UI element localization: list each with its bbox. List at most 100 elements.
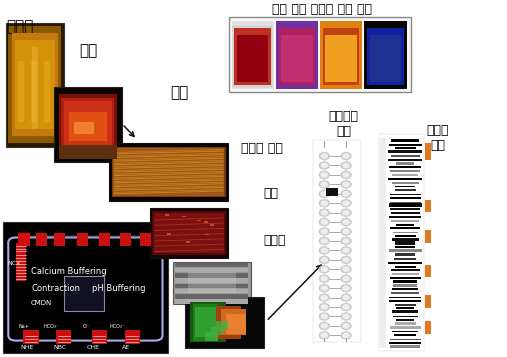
- FancyBboxPatch shape: [388, 178, 422, 180]
- Circle shape: [319, 171, 330, 178]
- Text: Calcium Buffering: Calcium Buffering: [31, 267, 106, 276]
- Circle shape: [341, 322, 351, 330]
- FancyBboxPatch shape: [392, 316, 418, 317]
- Circle shape: [341, 171, 351, 178]
- FancyBboxPatch shape: [16, 270, 26, 281]
- FancyBboxPatch shape: [390, 194, 421, 195]
- Text: 세포의 기능모델: 세포의 기능모델: [32, 122, 96, 136]
- Circle shape: [343, 154, 349, 158]
- Circle shape: [321, 192, 328, 196]
- FancyBboxPatch shape: [394, 266, 416, 267]
- FancyBboxPatch shape: [395, 147, 416, 149]
- FancyBboxPatch shape: [365, 21, 407, 89]
- Circle shape: [341, 247, 351, 254]
- FancyBboxPatch shape: [197, 220, 201, 221]
- FancyBboxPatch shape: [370, 35, 401, 82]
- Circle shape: [343, 315, 349, 318]
- FancyBboxPatch shape: [395, 186, 415, 187]
- FancyBboxPatch shape: [392, 238, 419, 241]
- FancyBboxPatch shape: [320, 21, 363, 89]
- Circle shape: [321, 315, 328, 318]
- Circle shape: [341, 162, 351, 169]
- FancyBboxPatch shape: [16, 261, 26, 272]
- Circle shape: [321, 296, 328, 300]
- Circle shape: [321, 324, 328, 328]
- Text: 단백질: 단백질: [264, 235, 286, 247]
- Circle shape: [343, 220, 349, 224]
- Text: Contraction: Contraction: [31, 285, 80, 293]
- Circle shape: [319, 200, 330, 207]
- FancyBboxPatch shape: [388, 203, 422, 206]
- FancyBboxPatch shape: [153, 211, 226, 255]
- FancyBboxPatch shape: [396, 162, 414, 165]
- FancyBboxPatch shape: [112, 147, 226, 197]
- FancyBboxPatch shape: [425, 200, 431, 212]
- FancyBboxPatch shape: [186, 241, 190, 243]
- Text: NBC: NBC: [54, 345, 67, 350]
- FancyBboxPatch shape: [195, 307, 215, 337]
- Circle shape: [321, 239, 328, 243]
- Text: CMDN: CMDN: [31, 300, 52, 306]
- FancyBboxPatch shape: [175, 268, 248, 272]
- Circle shape: [341, 303, 351, 311]
- Circle shape: [343, 182, 349, 186]
- FancyBboxPatch shape: [393, 284, 417, 287]
- Text: 아미노산
서열: 아미노산 서열: [329, 110, 358, 138]
- Text: 세포: 세포: [264, 187, 279, 200]
- Text: CHE: CHE: [87, 345, 100, 350]
- Circle shape: [319, 228, 330, 235]
- FancyBboxPatch shape: [389, 197, 421, 199]
- Circle shape: [343, 258, 349, 262]
- FancyBboxPatch shape: [175, 299, 248, 304]
- Circle shape: [343, 296, 349, 300]
- FancyBboxPatch shape: [323, 28, 359, 85]
- FancyBboxPatch shape: [390, 170, 420, 172]
- FancyBboxPatch shape: [236, 31, 270, 84]
- Circle shape: [343, 173, 349, 177]
- Circle shape: [319, 266, 330, 273]
- Circle shape: [341, 294, 351, 301]
- Circle shape: [343, 230, 349, 233]
- FancyBboxPatch shape: [175, 294, 248, 299]
- FancyBboxPatch shape: [396, 320, 414, 321]
- FancyBboxPatch shape: [59, 145, 117, 159]
- Text: pH Buffering: pH Buffering: [92, 285, 145, 293]
- Circle shape: [341, 266, 351, 273]
- FancyBboxPatch shape: [234, 28, 271, 85]
- Circle shape: [321, 164, 328, 167]
- FancyBboxPatch shape: [92, 330, 107, 344]
- Circle shape: [343, 248, 349, 252]
- FancyBboxPatch shape: [392, 182, 419, 183]
- Circle shape: [319, 285, 330, 292]
- Circle shape: [319, 247, 330, 254]
- Text: NHE: NHE: [21, 345, 34, 350]
- FancyBboxPatch shape: [59, 94, 117, 155]
- FancyBboxPatch shape: [390, 345, 420, 348]
- Text: HCO₃⁻: HCO₃⁻: [44, 324, 59, 329]
- Circle shape: [319, 256, 330, 263]
- FancyBboxPatch shape: [391, 155, 420, 157]
- Circle shape: [319, 209, 330, 216]
- FancyBboxPatch shape: [391, 269, 420, 271]
- Text: 유한 요소 연속체 심장 모델: 유한 요소 연속체 심장 모델: [272, 2, 372, 16]
- FancyBboxPatch shape: [380, 138, 386, 348]
- FancyBboxPatch shape: [425, 322, 431, 334]
- FancyBboxPatch shape: [69, 112, 107, 141]
- Circle shape: [319, 162, 330, 169]
- FancyBboxPatch shape: [367, 28, 404, 85]
- FancyBboxPatch shape: [99, 233, 111, 246]
- FancyBboxPatch shape: [190, 302, 226, 342]
- FancyBboxPatch shape: [18, 233, 29, 246]
- FancyBboxPatch shape: [396, 224, 414, 226]
- FancyBboxPatch shape: [54, 233, 65, 246]
- FancyBboxPatch shape: [325, 35, 357, 82]
- FancyBboxPatch shape: [389, 297, 421, 298]
- Circle shape: [343, 164, 349, 167]
- Text: Na+: Na+: [18, 324, 29, 329]
- FancyBboxPatch shape: [226, 315, 246, 333]
- FancyBboxPatch shape: [390, 227, 420, 230]
- Circle shape: [321, 258, 328, 262]
- FancyBboxPatch shape: [237, 35, 268, 82]
- Circle shape: [321, 277, 328, 281]
- FancyBboxPatch shape: [165, 214, 169, 216]
